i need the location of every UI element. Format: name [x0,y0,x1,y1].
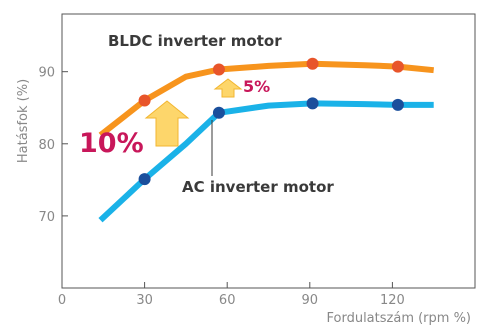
y-tick-label: 80 [38,138,55,153]
series-label-bldc: BLDC inverter motor [108,32,282,50]
y-axis-ticks: 70 80 90 [38,66,68,225]
improvement-arrows [144,78,243,147]
series-1-point [212,106,225,119]
series-0-point [138,94,151,107]
x-axis-ticks: 0 30 60 90 120 [58,282,405,308]
plot-area [61,13,476,289]
small-up-arrow [213,78,243,98]
y-tick-label: 70 [38,210,55,225]
annotation-5-percent: 5% [243,77,270,96]
y-axis-label: Hatásfok (%) [16,79,31,163]
series-label-ac: AC inverter motor [182,178,334,196]
series-1-point [306,97,319,110]
x-axis-label: Fordulatszám (rpm %) [327,311,472,326]
annotation-10-percent: 10% [79,128,144,159]
series-0-point [212,63,225,76]
y-tick-label: 90 [38,66,55,81]
x-tick-label: 30 [136,293,153,308]
x-tick-label: 0 [58,293,66,308]
series-line-0 [98,60,435,138]
series-lines [98,60,435,223]
large-up-arrow [144,100,190,147]
series-markers [138,57,404,186]
x-tick-label: 120 [380,293,405,308]
series-1-point [138,173,151,186]
series-0-point [391,60,404,73]
x-tick-label: 90 [302,293,319,308]
series-0-point [306,57,319,70]
x-tick-label: 60 [219,293,236,308]
series-line-1 [98,100,434,223]
series-1-point [391,98,404,111]
